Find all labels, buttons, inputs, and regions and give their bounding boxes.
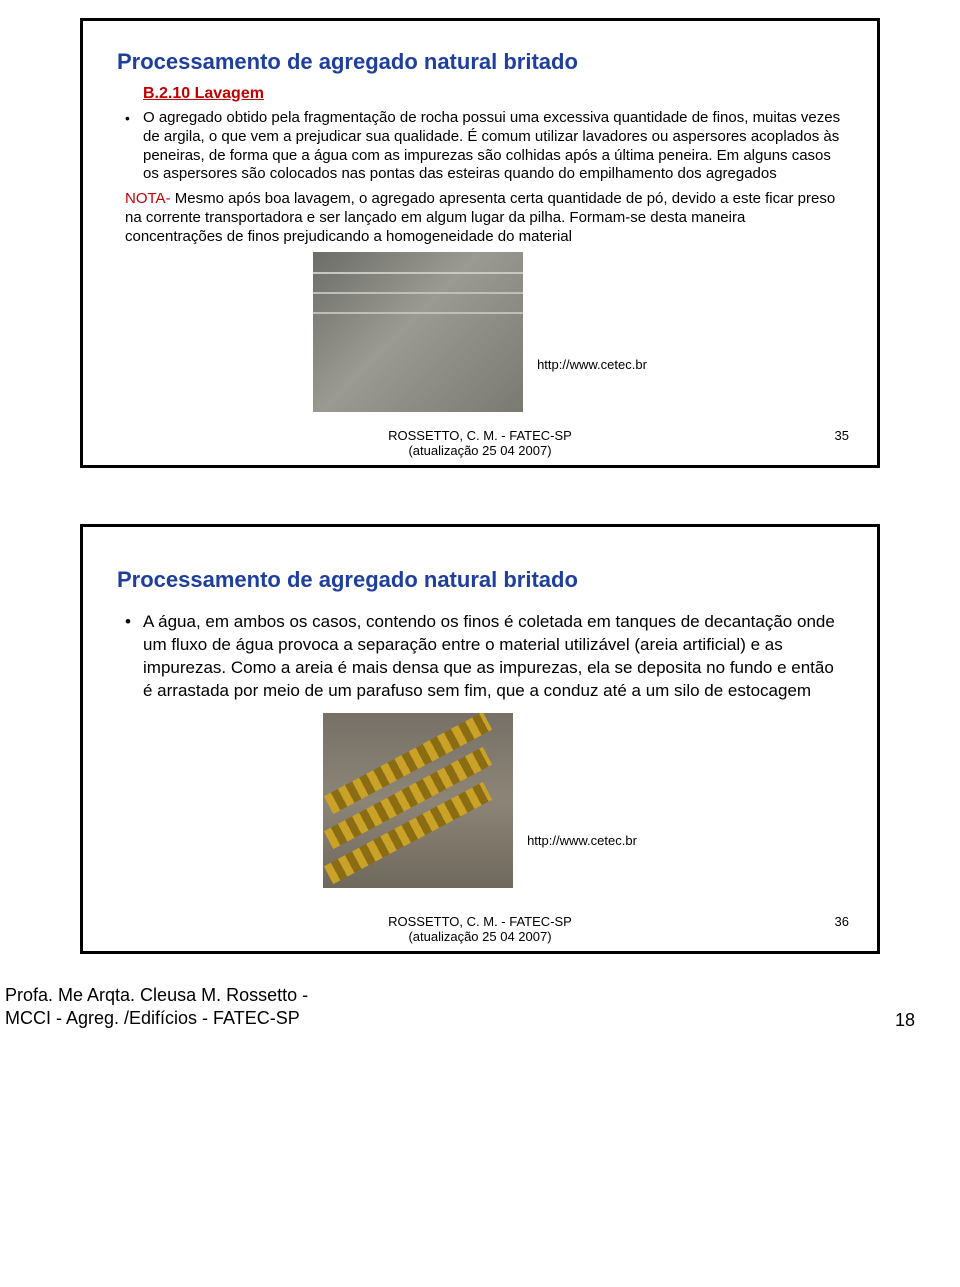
- screw-conveyor-image: [323, 713, 513, 888]
- bullet-dot-icon: •: [125, 611, 143, 633]
- page-footer: Profa. Me Arqta. Cleusa M. Rossetto - MC…: [5, 984, 915, 1031]
- slide-2-footer: ROSSETTO, C. M. - FATEC-SP (atualização …: [117, 914, 843, 929]
- footer-page-number: 18: [895, 1010, 915, 1031]
- slide-1-paragraph: O agregado obtido pela fragmentação de r…: [143, 109, 843, 184]
- washing-equipment-image: [313, 252, 523, 412]
- slide-1-subtitle: B.2.10 Lavagem: [143, 85, 843, 103]
- nota-label: NOTA-: [125, 190, 171, 207]
- footer-author-line-1: Profa. Me Arqta. Cleusa M. Rossetto -: [5, 985, 308, 1005]
- nota-text: Mesmo após boa lavagem, o agregado apres…: [125, 190, 835, 245]
- slide-1-body: O agregado obtido pela fragmentação de r…: [143, 109, 843, 184]
- slide-spacer: [60, 482, 900, 516]
- slide-2-title: Processamento de agregado natural britad…: [117, 567, 843, 593]
- page-container: Processamento de agregado natural britad…: [0, 0, 960, 1061]
- credit-line-2: (atualização 25 04 2007): [408, 929, 551, 944]
- slide-1-bullet: • O agregado obtido pela fragmentação de…: [125, 109, 843, 184]
- slide-2-bullet: • A água, em ambos os casos, contendo os…: [125, 611, 843, 703]
- slide-1-title: Processamento de agregado natural britad…: [117, 49, 843, 75]
- slide-1-frame: Processamento de agregado natural britad…: [80, 18, 880, 468]
- credit-line-2: (atualização 25 04 2007): [408, 443, 551, 458]
- slide-1-nota: NOTA- Mesmo após boa lavagem, o agregado…: [125, 190, 843, 246]
- slide-1-image-row: http://www.cetec.br: [117, 252, 843, 412]
- bullet-dot-icon: •: [125, 109, 143, 127]
- credit-line-1: ROSSETTO, C. M. - FATEC-SP: [388, 914, 572, 929]
- footer-author-line-2: MCCI - Agreg. /Edifícios - FATEC-SP: [5, 1008, 300, 1028]
- slide-1-image-source: http://www.cetec.br: [537, 357, 647, 372]
- slide-2-image-source: http://www.cetec.br: [527, 833, 637, 848]
- footer-left: Profa. Me Arqta. Cleusa M. Rossetto - MC…: [5, 984, 308, 1031]
- slide-2-image-row: http://www.cetec.br: [117, 713, 843, 888]
- slide-2-frame: Processamento de agregado natural britad…: [80, 524, 880, 954]
- slide-1-footer: ROSSETTO, C. M. - FATEC-SP (atualização …: [117, 428, 843, 443]
- slide-2-paragraph: A água, em ambos os casos, contendo os f…: [143, 611, 843, 703]
- credit-line-1: ROSSETTO, C. M. - FATEC-SP: [388, 428, 572, 443]
